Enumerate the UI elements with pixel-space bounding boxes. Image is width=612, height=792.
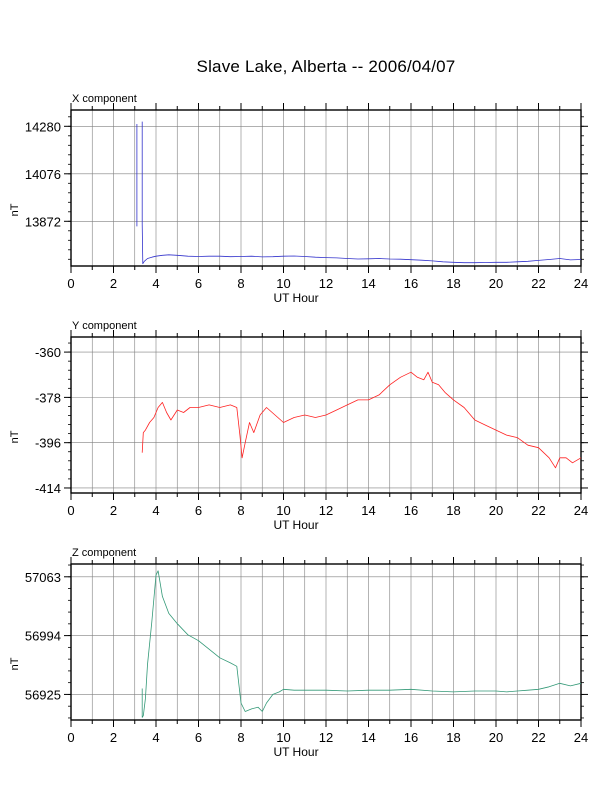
x-tick-label: 2 [110, 276, 117, 291]
x-tick-label: 18 [446, 730, 460, 745]
x-tick-label: 20 [489, 503, 503, 518]
x-tick-label: 14 [361, 503, 375, 518]
x-tick-label: 24 [574, 276, 588, 291]
y-tick-label: -378 [35, 390, 61, 405]
x-tick-label: 16 [404, 503, 418, 518]
x-tick-label: 0 [67, 503, 74, 518]
component-label: X component [72, 93, 137, 105]
y-tick-label: 14076 [25, 167, 61, 182]
y-axis-label: nT [9, 430, 21, 443]
x-tick-label: 2 [110, 503, 117, 518]
plot-frame [70, 563, 582, 721]
y-axis-label: nT [9, 657, 21, 670]
y-tick-label: -360 [35, 345, 61, 360]
x-tick-label: 4 [152, 730, 159, 745]
x-tick-label: 12 [319, 730, 333, 745]
x-tick-label: 22 [531, 276, 545, 291]
plot-frame [70, 109, 582, 267]
x-tick-label: 0 [67, 730, 74, 745]
x-tick-label: 16 [404, 730, 418, 745]
y-tick-label: 14280 [25, 119, 61, 134]
x-tick-label: 6 [195, 730, 202, 745]
x-tick-label: 20 [489, 276, 503, 291]
x-tick-label: 6 [195, 276, 202, 291]
x-tick-label: 14 [361, 730, 375, 745]
x-tick-label: 20 [489, 730, 503, 745]
x-tick-label: 12 [319, 503, 333, 518]
y-tick-label: 13872 [25, 214, 61, 229]
x-tick-label: 24 [574, 730, 588, 745]
x-tick-label: 18 [446, 503, 460, 518]
y-tick-label: 56925 [25, 687, 61, 702]
x-tick-label: 24 [574, 503, 588, 518]
x-tick-label: 6 [195, 503, 202, 518]
x-tick-label: 8 [237, 503, 244, 518]
x-tick-label: 8 [237, 730, 244, 745]
x-tick-label: 4 [152, 503, 159, 518]
x-tick-label: 10 [276, 730, 290, 745]
data-series-line [141, 570, 582, 718]
plot-frame [70, 336, 582, 494]
y-tick-label: 56994 [25, 629, 61, 644]
x-tick-label: 12 [319, 276, 333, 291]
x-tick-label: 22 [531, 730, 545, 745]
y-tick-label: -396 [35, 436, 61, 451]
x-tick-label: 8 [237, 276, 244, 291]
x-tick-label: 0 [67, 276, 74, 291]
data-series-line [141, 371, 582, 469]
y-tick-label: 57063 [25, 570, 61, 585]
x-tick-label: 22 [531, 503, 545, 518]
data-series-line [141, 121, 582, 265]
y-tick-label: -414 [35, 481, 61, 496]
page-title: Slave Lake, Alberta -- 2006/04/07 [196, 57, 456, 76]
x-tick-label: 18 [446, 276, 460, 291]
component-label: Y component [72, 320, 137, 332]
component-label: Z component [72, 547, 136, 559]
x-tick-label: 10 [276, 503, 290, 518]
y-axis-label: nT [9, 203, 21, 216]
x-axis-label: UT Hour [273, 291, 318, 305]
x-tick-label: 16 [404, 276, 418, 291]
x-tick-label: 10 [276, 276, 290, 291]
x-tick-label: 2 [110, 730, 117, 745]
x-tick-label: 4 [152, 276, 159, 291]
x-axis-label: UT Hour [273, 745, 318, 759]
x-axis-label: UT Hour [273, 518, 318, 532]
x-tick-label: 14 [361, 276, 375, 291]
